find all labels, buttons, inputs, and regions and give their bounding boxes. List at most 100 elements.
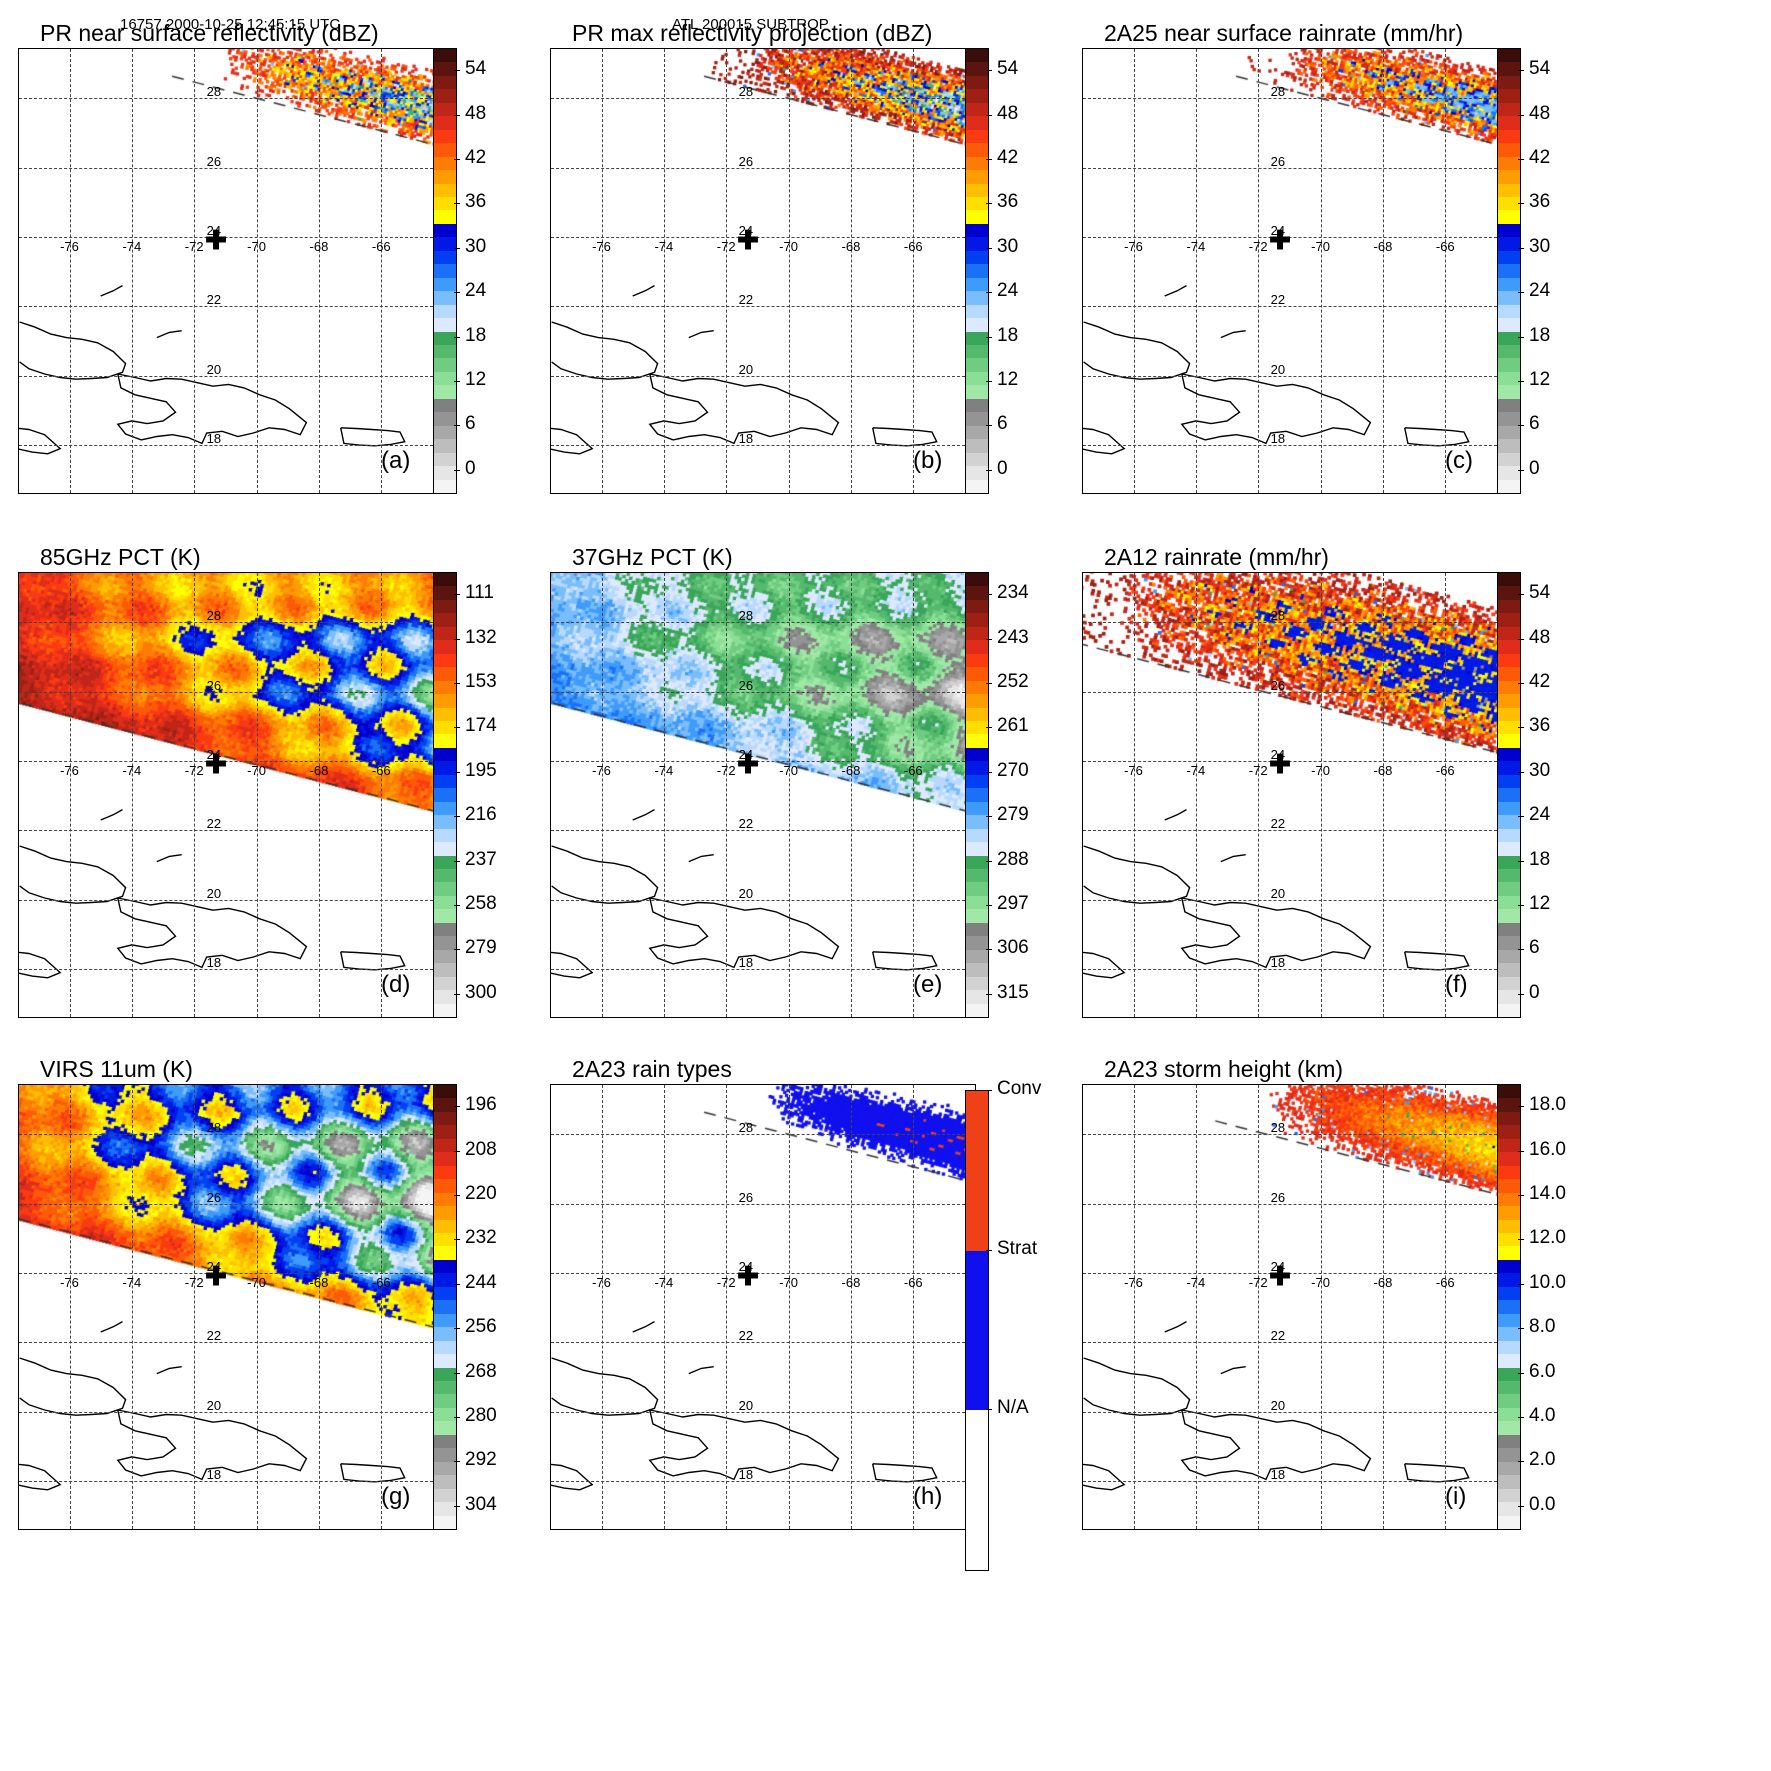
colorbar-segment: [434, 573, 456, 587]
colorbar-tick-label: 220: [465, 1183, 497, 1204]
panel-title: 2A12 rainrate (mm/hr): [1104, 544, 1329, 570]
colorbar-tick-label: 12: [1529, 893, 1551, 914]
longitude-label: -68: [309, 763, 329, 778]
colorbar-tick-label: 0: [997, 457, 1008, 479]
map-axes[interactable]: -76 -74 -72 -70 -68 -66 28 26 24 22 20 18 ✚ (c): [1082, 48, 1508, 494]
colorbar-tick-label: 256: [465, 1316, 497, 1338]
map-axes[interactable]: -76 -74 -72 -70 -68 -66 28 26 24 22 20 18 ✚ (a): [18, 48, 444, 494]
colorbar-segment: [1498, 895, 1520, 910]
longitude-label: -68: [1373, 763, 1393, 778]
colorbar-segment: [434, 667, 456, 681]
graticule-meridian: [69, 1085, 71, 1529]
latitude-label: 26: [1270, 1189, 1286, 1205]
map-axes[interactable]: -76 -74 -72 -70 -68 -66 28 26 24 22 20 18 ✚ (f): [1082, 572, 1508, 1018]
colorbar-segment: [434, 1138, 456, 1153]
colorbar-tick-label: 6: [1529, 937, 1540, 959]
colorbar-tick-mark: [986, 1409, 992, 1410]
colorbar-segment: [434, 237, 456, 251]
swath-raster: [19, 573, 443, 1017]
graticule-parallel: [1083, 375, 1507, 377]
colorbar-segment: [1498, 1502, 1520, 1516]
colorbar-segment: [966, 223, 988, 238]
colorbar[interactable]: [965, 48, 989, 494]
colorbar-tick-label: 54: [1529, 582, 1551, 604]
colorbar-tick-label: 288: [997, 848, 1029, 870]
graticule-parallel: [1083, 306, 1507, 308]
map-axes[interactable]: -76 -74 -72 -70 -68 -66 28 26 24 22 20 18 ✚ (e): [550, 572, 976, 1018]
colorbar-segment: [1498, 1448, 1520, 1462]
colorbar-segment: [1498, 667, 1520, 681]
colorbar-segment: [1498, 1098, 1520, 1112]
colorbar-segment: [434, 1421, 456, 1435]
colorbar-segment: [1498, 653, 1520, 668]
latitude-label: 20: [206, 885, 222, 901]
colorbar-tick-label: 18: [1529, 848, 1551, 870]
graticule-meridian: [1445, 49, 1447, 493]
colorbar-segment: [966, 1091, 988, 1251]
colorbar-tick-mark: [454, 771, 460, 773]
colorbar[interactable]: [433, 1084, 457, 1530]
colorbar-segment: [966, 358, 988, 372]
coastline-overlay: [19, 1320, 406, 1491]
colorbar-segment: [434, 223, 456, 238]
latitude-label: 22: [1270, 1328, 1286, 1344]
colorbar-segment: [966, 963, 988, 977]
colorbar-segment: [434, 1085, 456, 1099]
colorbar-segment: [1498, 842, 1520, 856]
colorbar-tick-mark: [986, 993, 992, 995]
panel-letter: (a): [381, 447, 411, 474]
colorbar-segment: [1498, 1219, 1520, 1233]
colorbar-segment: [1498, 237, 1520, 251]
colorbar-segment: [1498, 828, 1520, 843]
colorbar-segment: [1498, 909, 1520, 923]
colorbar-segment: [1498, 788, 1520, 802]
colorbar-segment: [434, 412, 456, 426]
colorbar-segment: [434, 734, 456, 748]
colorbar-tick-mark: [986, 683, 992, 684]
colorbar-segment: [966, 156, 988, 171]
colorbar[interactable]: [1497, 1084, 1521, 1530]
map-axes[interactable]: -76 -74 -72 -70 -68 -66 28 26 24 22 20 18 ✚ (h): [550, 1084, 976, 1530]
latitude-label: 28: [738, 608, 754, 624]
colorbar-segment: [966, 842, 988, 856]
graticule-parallel: [1083, 1134, 1507, 1136]
graticule-meridian: [663, 49, 665, 493]
colorbar[interactable]: [965, 572, 989, 1018]
map-axes[interactable]: -76 -74 -72 -70 -68 -66 28 26 24 22 20 18 ✚ (i): [1082, 1084, 1508, 1530]
colorbar-segment: [966, 990, 988, 1004]
colorbar[interactable]: [1497, 48, 1521, 494]
colorbar-segment: [966, 895, 988, 910]
colorbar-tick-mark: [1518, 114, 1524, 116]
colorbar[interactable]: [1497, 572, 1521, 1018]
graticule-parallel: [1083, 761, 1507, 762]
map-panel-f: 2A12 rainrate (mm/hr) -76 -74 -72 -70 -68 -66 2…: [1082, 544, 1616, 1030]
map-axes[interactable]: -76 -74 -72 -70 -68 -66 28 26 24 22 20 18 ✚ (b): [550, 48, 976, 494]
colorbar[interactable]: [433, 572, 457, 1018]
map-axes[interactable]: -76 -74 -72 -70 -68 -66 28 26 24 22 20 18 ✚ (g): [18, 1084, 444, 1530]
graticule-meridian: [69, 49, 71, 493]
colorbar[interactable]: [965, 1090, 989, 1571]
longitude-label: -72: [1248, 763, 1268, 778]
colorbar-segment: [434, 842, 456, 856]
colorbar-segment: [1498, 599, 1520, 614]
colorbar-tick-mark: [1518, 381, 1524, 382]
colorbar-tick-label: 258: [465, 893, 497, 914]
colorbar-segment: [434, 1111, 456, 1126]
longitude-label: -74: [1186, 763, 1206, 778]
colorbar-segment: [434, 1165, 456, 1180]
graticule-parallel: [551, 622, 975, 624]
colorbar-tick-mark: [1518, 247, 1524, 249]
colorbar-segment: [966, 734, 988, 748]
longitude-label: -72: [184, 239, 204, 254]
colorbar-segment: [434, 1502, 456, 1516]
colorbar-segment: [434, 1192, 456, 1207]
colorbar-tick-label: 18: [997, 324, 1019, 346]
colorbar[interactable]: [433, 48, 457, 494]
graticule-meridian: [318, 49, 320, 493]
storm-center-marker: ✚: [1269, 225, 1291, 256]
colorbar-tick-label: 297: [997, 893, 1029, 914]
coastline-overlay: [19, 284, 406, 455]
colorbar-segment: [966, 439, 988, 453]
map-axes[interactable]: -76 -74 -72 -70 -68 -66 28 26 24 22 20 18 ✚ (d): [18, 572, 444, 1018]
colorbar-tick-label: 54: [997, 58, 1019, 80]
